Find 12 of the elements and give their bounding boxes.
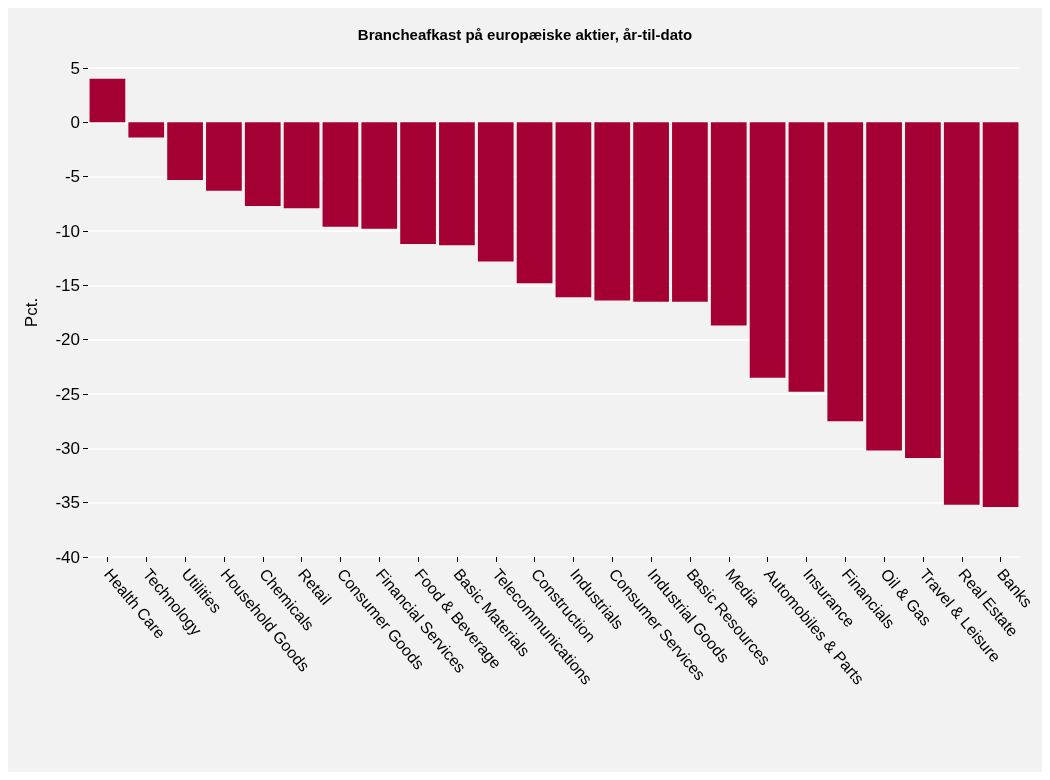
y-tick-label: -35	[55, 493, 80, 513]
y-axis-title: Pct.	[22, 297, 41, 328]
y-tick-label: -20	[55, 330, 80, 350]
y-tick-label: -40	[55, 547, 80, 567]
y-tick-label: -15	[55, 275, 80, 295]
y-tick-label: 0	[70, 112, 80, 132]
y-tick-label: -5	[64, 167, 80, 187]
y-tick-label: -25	[55, 384, 80, 404]
y-tick-label: -30	[55, 438, 80, 458]
y-tick-label: 5	[70, 58, 80, 78]
chart-title: Brancheafkast på europæiske aktier, år-til-dato	[357, 26, 693, 43]
y-tick-label: -10	[55, 221, 80, 241]
